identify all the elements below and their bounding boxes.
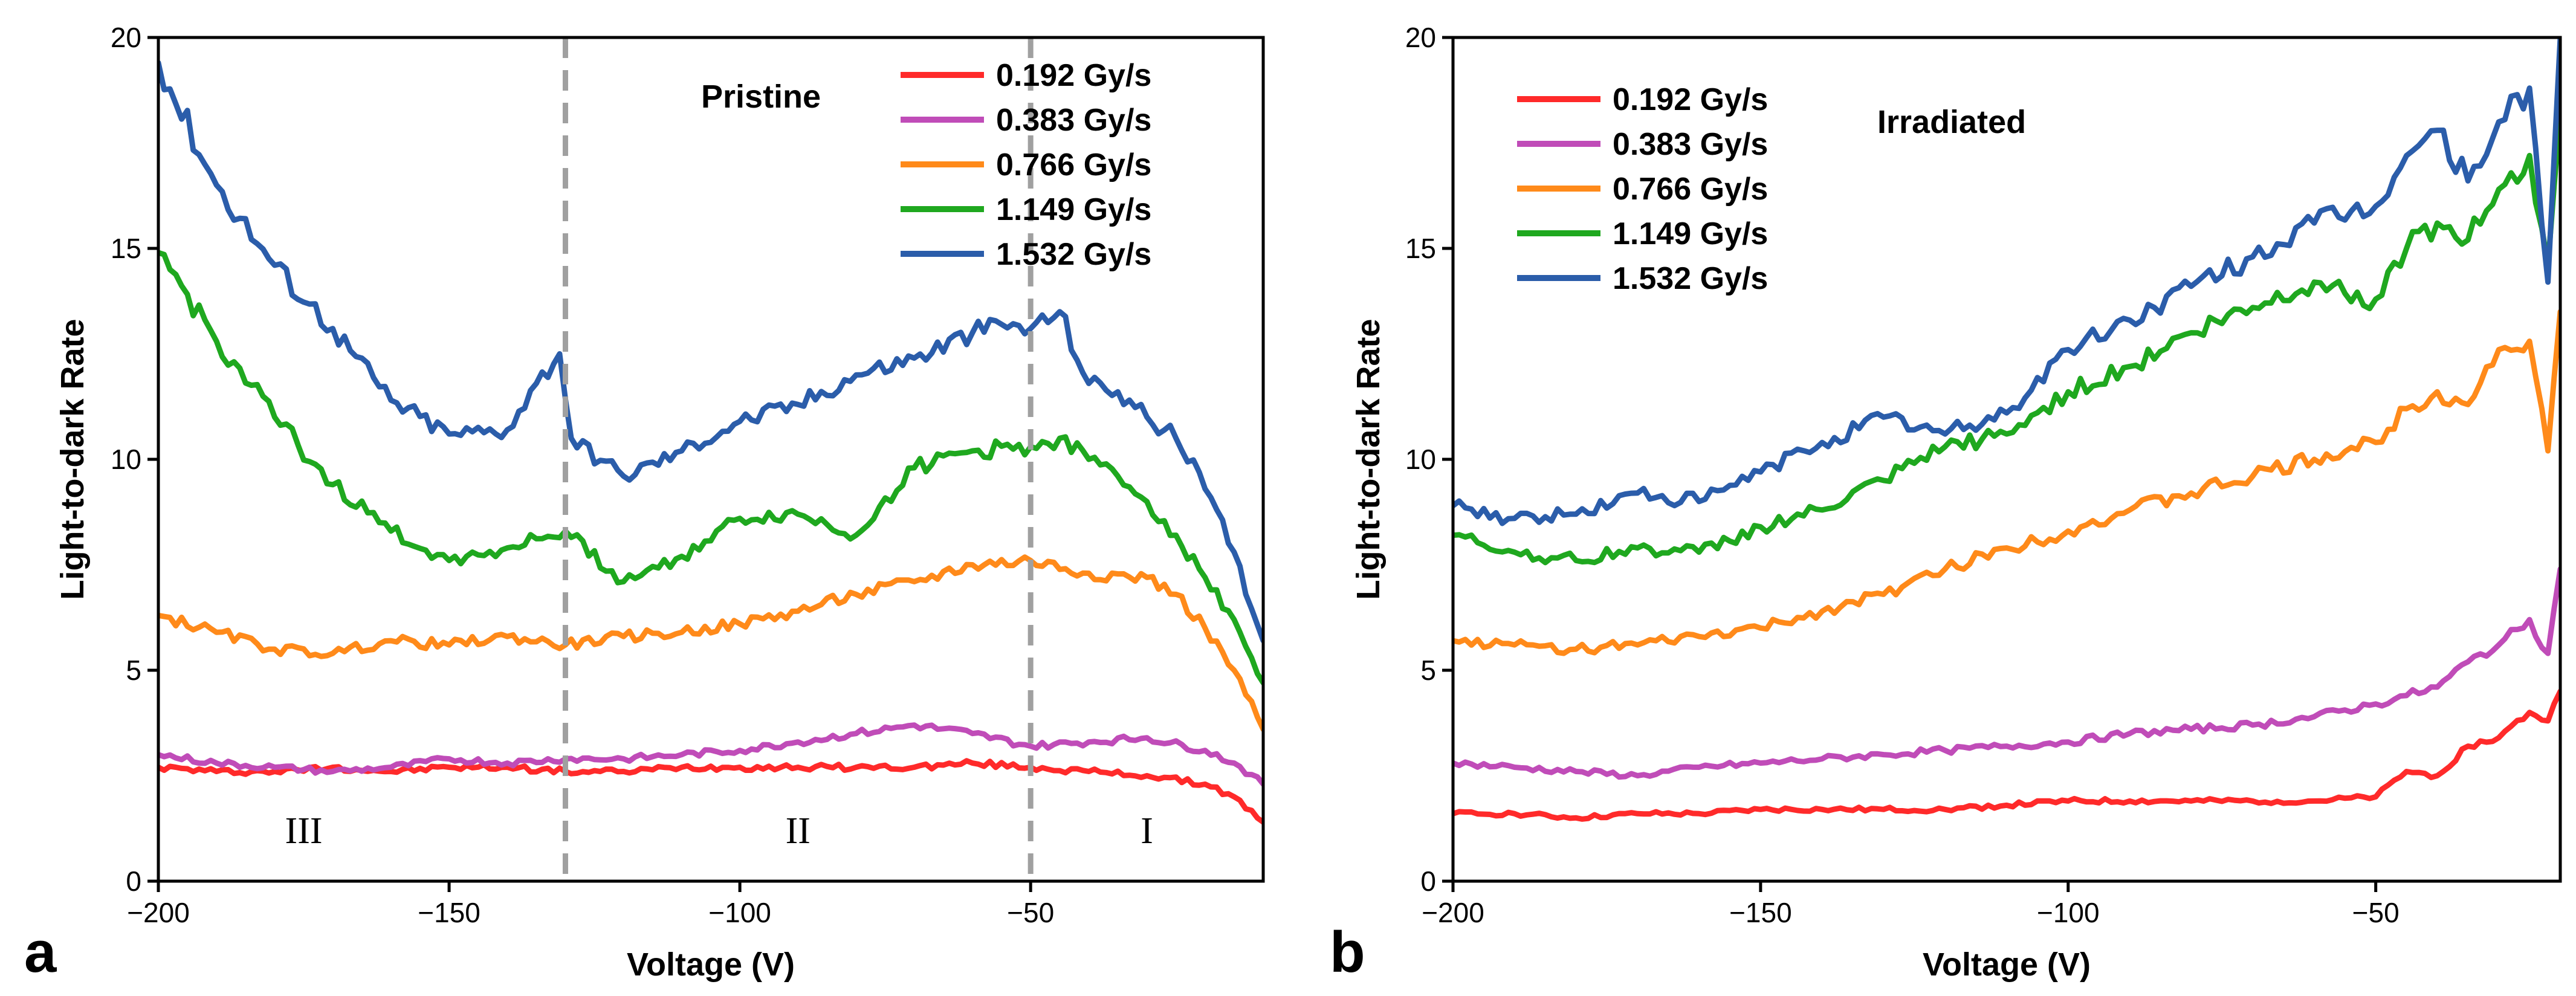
x-tick-label: −150 <box>418 897 481 928</box>
legend-label: 1.149 Gy/s <box>996 192 1151 227</box>
series-line-0766 <box>1453 309 2560 656</box>
x-axis-title: Voltage (V) <box>1923 946 2091 983</box>
y-axis-title: Light-to-dark Rate <box>1350 319 1387 600</box>
y-tick-label: 0 <box>126 865 141 897</box>
y-tick-label: 15 <box>111 233 141 264</box>
x-tick-label: −100 <box>2037 897 2100 928</box>
region-label: I <box>1141 810 1153 852</box>
y-tick-label: 10 <box>111 444 141 475</box>
series-group <box>1453 37 2560 822</box>
series-line-1149 <box>158 250 1263 686</box>
x-tick-label: −150 <box>1729 897 1792 928</box>
legend-label: 0.383 Gy/s <box>996 103 1151 138</box>
legend: 0.192 Gy/s 0.383 Gy/s 0.766 Gy/s 1.149 Gy/s… <box>901 58 1151 272</box>
panel-letter: b <box>1330 920 1365 985</box>
series-line-1532 <box>1453 37 2560 526</box>
x-tick-label: −50 <box>1007 897 1054 928</box>
x-tick-label: −200 <box>127 897 190 928</box>
series-line-0383 <box>1453 566 2560 780</box>
x-axis-title: Voltage (V) <box>627 946 795 983</box>
legend-label: 0.766 Gy/s <box>1613 172 1768 207</box>
legend-label: 1.532 Gy/s <box>996 237 1151 272</box>
legend-label: 1.532 Gy/s <box>1613 261 1768 296</box>
region-label: II <box>786 810 811 852</box>
y-tick-label: 20 <box>1405 22 1436 53</box>
panel-letter: a <box>24 920 57 985</box>
series-line-0383 <box>158 722 1263 787</box>
series-line-1149 <box>1453 111 2560 566</box>
y-tick-label: 5 <box>126 655 141 686</box>
x-tick-label: −200 <box>1422 897 1484 928</box>
plot-frame <box>1451 36 2562 883</box>
y-tick-label: 15 <box>1405 233 1436 264</box>
y-axis-title: Light-to-dark Rate <box>54 319 91 600</box>
y-tick-label: 0 <box>1420 865 1436 897</box>
x-tick-label: −50 <box>2352 897 2400 928</box>
series-line-0192 <box>1453 688 2560 822</box>
series-group <box>158 60 1263 825</box>
y-tick-label: 10 <box>1405 444 1436 475</box>
y-tick-label: 20 <box>111 22 141 53</box>
legend: 0.192 Gy/s 0.383 Gy/s 0.766 Gy/s 1.149 Gy/s… <box>1517 82 1768 296</box>
series-line-1532 <box>158 60 1263 644</box>
legend-label: 0.192 Gy/s <box>996 58 1151 93</box>
series-line-0766 <box>158 554 1263 732</box>
region-label: III <box>285 810 323 852</box>
legend-label: 0.383 Gy/s <box>1613 127 1768 162</box>
panel-annotation: Pristine <box>701 79 821 115</box>
legend-label: 0.766 Gy/s <box>996 147 1151 183</box>
legend-label: 1.149 Gy/s <box>1613 216 1768 251</box>
chart-panel-b: −200 −150 −100 −50 0 5 10 15 20 Voltage (V) Light-… <box>1330 22 2562 985</box>
legend-label: 0.192 Gy/s <box>1613 82 1768 117</box>
x-tick-label: −100 <box>708 897 771 928</box>
panel-annotation: Irradiated <box>1877 104 2026 140</box>
y-tick-label: 5 <box>1420 655 1436 686</box>
